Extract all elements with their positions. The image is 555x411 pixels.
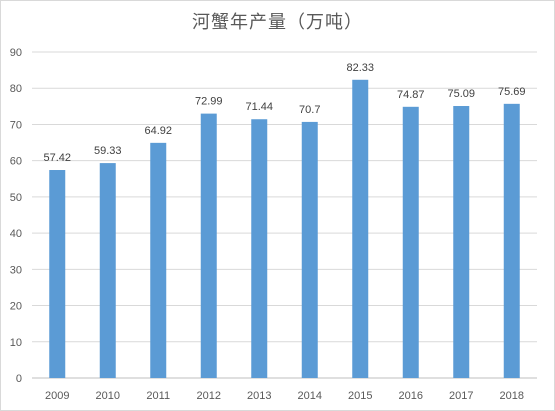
data-label: 64.92	[144, 125, 172, 137]
data-label: 74.87	[397, 89, 425, 101]
x-tick-label: 2016	[399, 390, 423, 402]
data-label: 72.99	[195, 96, 223, 108]
x-tick-label: 2012	[197, 390, 221, 402]
y-tick-label: 0	[16, 373, 22, 385]
data-label: 82.33	[346, 62, 374, 74]
bar	[200, 113, 217, 378]
bar	[251, 119, 268, 378]
x-tick-label: 2009	[45, 390, 69, 402]
y-tick-label: 60	[10, 156, 22, 168]
x-tick-label: 2014	[298, 390, 322, 402]
data-label: 57.42	[43, 152, 71, 164]
y-tick-label: 70	[10, 119, 22, 131]
x-tick-label: 2018	[500, 390, 524, 402]
data-label: 71.44	[245, 101, 273, 113]
chart-title: 河蟹年产量（万吨）	[192, 12, 363, 33]
bar	[503, 103, 520, 379]
y-tick-label: 20	[10, 301, 22, 313]
x-tick-label: 2013	[247, 390, 271, 402]
x-tick-label: 2015	[348, 390, 372, 402]
bar	[49, 170, 66, 378]
y-tick-label: 50	[10, 192, 22, 204]
data-label: 70.7	[299, 104, 320, 116]
bar	[301, 121, 318, 379]
bar	[352, 79, 369, 379]
y-tick-label: 10	[10, 337, 22, 349]
y-tick-label: 30	[10, 264, 22, 276]
data-label: 75.69	[498, 86, 526, 98]
y-tick-label: 90	[10, 47, 22, 59]
y-tick-label: 40	[10, 228, 22, 240]
x-tick-label: 2011	[146, 390, 170, 402]
x-tick-label: 2010	[96, 390, 120, 402]
bar	[150, 142, 167, 378]
bar	[402, 106, 419, 378]
data-label: 75.09	[447, 88, 475, 100]
bar	[453, 106, 470, 379]
y-tick-label: 80	[10, 83, 22, 95]
x-tick-label: 2017	[449, 390, 473, 402]
data-label: 59.33	[94, 145, 122, 157]
bar	[99, 163, 116, 378]
